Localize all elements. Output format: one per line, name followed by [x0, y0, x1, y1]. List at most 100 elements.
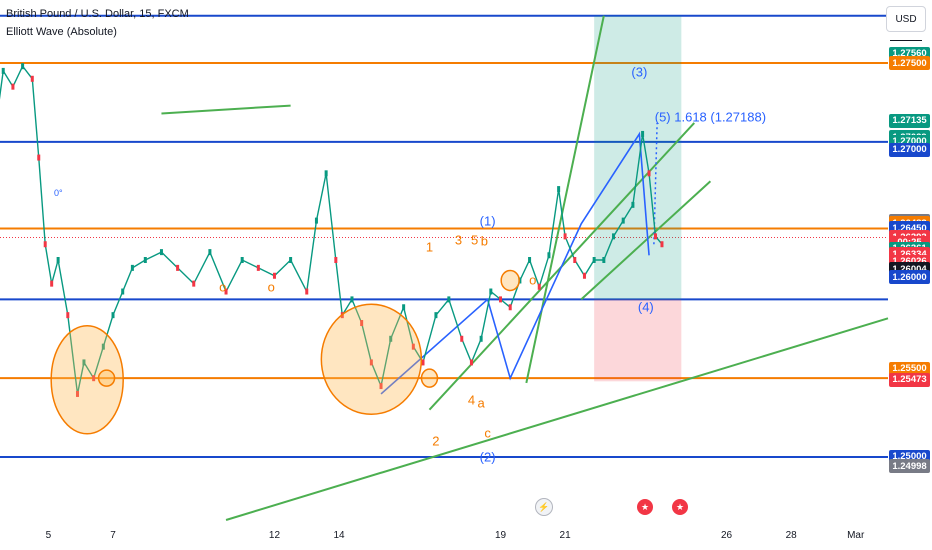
candle-18: [143, 257, 147, 263]
candle-43: [460, 335, 464, 342]
time-tick: 19: [494, 530, 507, 541]
candle-13: [92, 375, 96, 382]
highlight-circle-2: [320, 303, 423, 416]
fib-label: 0°: [54, 188, 63, 198]
trend-line-base: [225, 317, 889, 521]
wave-label: 1: [425, 239, 434, 255]
candle-47: [499, 296, 503, 303]
candle-5: [30, 75, 34, 82]
candle-31: [334, 257, 338, 263]
candle-16: [121, 288, 125, 295]
elliott-wave-path: [380, 131, 650, 395]
wave-label: 3: [454, 232, 463, 247]
wave-label: 2: [432, 433, 440, 449]
candle-65: [660, 241, 664, 248]
candle-63: [647, 170, 651, 177]
trend-line-upper: [161, 104, 291, 115]
symbol-title[interactable]: British Pound / U.S. Dollar, 15, FXCM: [6, 8, 189, 20]
lightning-icon[interactable]: ⚡: [535, 498, 553, 516]
candle-46: [489, 288, 493, 295]
trend-lines: [161, 15, 889, 521]
price-label: 1.25473: [889, 372, 930, 387]
target-zone: [594, 15, 682, 300]
small-circle-2: [420, 368, 439, 388]
time-tick: Mar: [847, 530, 865, 541]
price-label: 1.27135: [889, 113, 930, 128]
indicator-name[interactable]: Elliott Wave (Absolute): [6, 26, 117, 38]
currency-button[interactable]: USD: [886, 6, 926, 32]
wave-label: (1): [479, 213, 496, 229]
time-tick: 7: [110, 530, 116, 541]
wave-label: b: [480, 233, 488, 249]
candle-45: [479, 335, 483, 342]
wave-label: 5: [471, 232, 479, 247]
candle-9: [56, 257, 60, 263]
candle-40: [421, 359, 425, 366]
price-label: 1.27000: [889, 142, 930, 157]
candle-19: [159, 249, 163, 256]
candle-34: [360, 320, 364, 327]
candle-3: [11, 83, 15, 90]
candle-50: [528, 257, 532, 263]
candle-22: [208, 249, 212, 256]
wave-label: o: [529, 272, 537, 288]
candle-52: [547, 252, 551, 259]
candle-10: [66, 312, 70, 319]
candle-48: [508, 304, 512, 311]
us-flag-icon-2[interactable]: ★: [672, 499, 688, 515]
candle-57: [592, 257, 596, 263]
candle-27: [289, 257, 293, 263]
price-label: 1.25500: [889, 361, 930, 376]
candle-51: [537, 283, 541, 290]
candle-41: [434, 312, 438, 319]
candle-42: [447, 296, 451, 303]
trend-line-lower: [580, 180, 712, 301]
candle-14: [101, 343, 105, 350]
candle-20: [176, 264, 180, 271]
small-circle-3: [500, 269, 520, 292]
trend-line-steep: [525, 15, 605, 384]
wave-label: (5) 1.618 (1.27188): [654, 109, 767, 125]
position-zones: [594, 15, 682, 382]
candle-61: [631, 201, 635, 208]
candle-37: [389, 335, 393, 342]
candle-55: [573, 257, 577, 263]
candle-56: [582, 272, 586, 279]
candle-21: [192, 280, 196, 287]
candle-2: [1, 67, 5, 74]
wave-label: (2): [479, 449, 496, 465]
candle-6: [37, 154, 41, 161]
series-line-0: [0, 64, 663, 395]
candle-60: [621, 217, 625, 224]
candle-7: [43, 241, 47, 248]
candle-26: [272, 272, 276, 279]
candle-24: [240, 257, 244, 263]
wave-label: c: [484, 425, 491, 441]
price-label: 1.24998: [889, 459, 930, 474]
price-label: 1.27500: [889, 56, 930, 71]
time-tick: 12: [268, 530, 281, 541]
horizontal-levels: [0, 14, 888, 458]
candle-12: [82, 359, 86, 366]
highlight-circle-1: [50, 325, 124, 435]
candle-35: [369, 359, 373, 366]
time-tick: 14: [333, 530, 345, 541]
small-circle-1: [97, 369, 116, 387]
candle-8: [50, 280, 54, 287]
candle-44: [469, 359, 473, 366]
time-tick: 28: [785, 530, 797, 541]
candle-17: [130, 264, 134, 271]
wave-label: a: [477, 395, 485, 411]
candle-62: [641, 130, 645, 137]
stop-zone: [594, 299, 682, 382]
candle-39: [411, 343, 415, 350]
candle-64: [654, 233, 658, 240]
us-flag-icon[interactable]: ★: [637, 499, 653, 515]
wave-label: 4: [467, 392, 476, 408]
candle-23: [224, 288, 228, 295]
candle-15: [111, 312, 115, 319]
candle-53: [557, 186, 561, 193]
candle-33: [350, 296, 354, 303]
candle-30: [324, 170, 328, 177]
